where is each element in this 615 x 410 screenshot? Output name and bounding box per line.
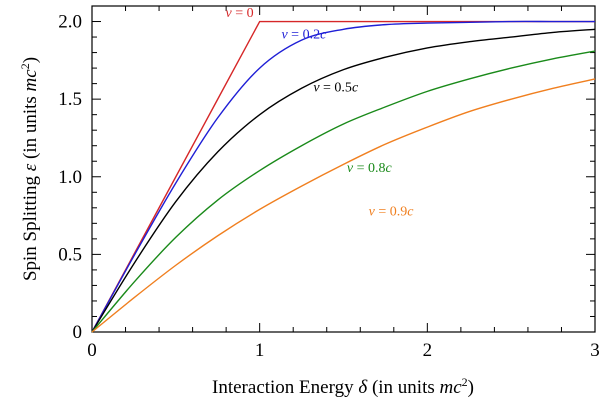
series-labels: v = 0 v = 0.2c v = 0.5c v = 0.8c v = 0.9c <box>226 6 415 220</box>
y-axis-title: Spin Splitting ε (in units mc2) <box>18 57 41 281</box>
axis-ticks <box>91 5 596 333</box>
x-axis-title: Interaction Energy δ (in units mc2) <box>212 375 474 398</box>
tick-labels: 0 1 2 3 0 0.5 1.0 1.5 2.0 <box>58 12 600 361</box>
y-tick-label: 0.5 <box>58 244 82 265</box>
series-label-4: v = 0.9c <box>369 205 415 220</box>
series-label-0: v = 0 <box>226 6 254 21</box>
plot-frame <box>91 5 596 333</box>
y-tick-label: 1.5 <box>58 89 82 110</box>
series-lines <box>91 20 596 333</box>
y-tick-label: 2.0 <box>58 12 82 33</box>
plot-frame-group <box>91 5 596 333</box>
series-line-0 <box>91 20 595 333</box>
series-label-1: v = 0.2c <box>281 27 327 42</box>
x-tick-label: 1 <box>255 340 265 361</box>
x-tick-label: 0 <box>87 340 97 361</box>
x-tick-label: 2 <box>423 340 433 361</box>
y-tick-label: 1.0 <box>58 167 82 188</box>
series-label-2: v = 0.5c <box>313 80 359 95</box>
series-line-2 <box>91 28 596 333</box>
series-line-1 <box>91 20 595 333</box>
series-line-3 <box>91 50 596 333</box>
y-tick-label: 0 <box>73 322 83 343</box>
series-label-3: v = 0.8c <box>347 161 393 176</box>
series-line-4 <box>91 78 596 333</box>
x-tick-label: 3 <box>590 340 600 361</box>
